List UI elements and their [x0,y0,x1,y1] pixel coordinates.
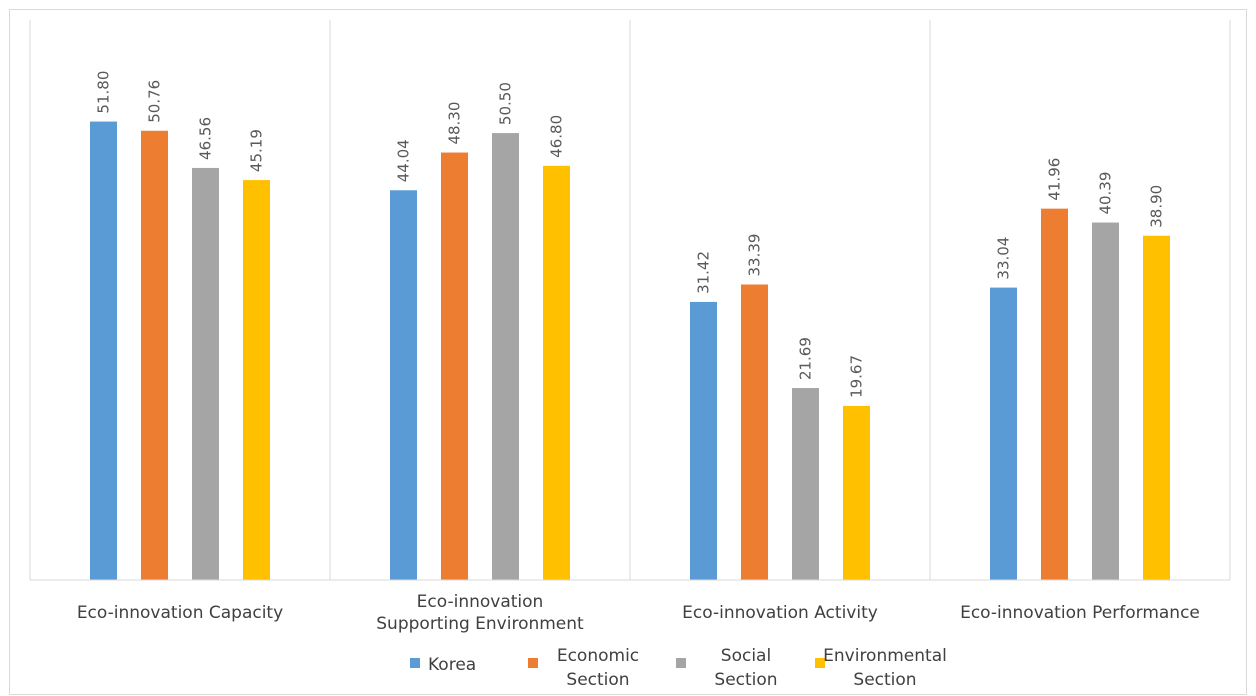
data-label: 44.04 [395,139,413,182]
category-label: Eco-innovation Capacity [77,603,283,623]
legend-swatch [676,658,686,668]
bar [390,190,417,580]
bars-layer [90,121,1170,581]
legend-item[interactable]: Social Section [676,646,778,690]
bar [1143,235,1170,581]
bar [1041,208,1068,581]
legend-item[interactable]: Economic Section [528,646,639,690]
category-label: Eco-innovation Performance [960,603,1200,623]
legend-swatch [528,658,538,668]
legend-swatch [410,658,420,668]
category-label: Eco-innovation Supporting Environment [376,592,584,634]
bar [543,165,570,580]
bar [741,284,768,580]
legend-label: Economic Section [557,646,639,690]
value-labels-layer: 51.80 50.76 46.56 45.19 44.04 48.30 50.50 46.80… [95,71,1166,398]
bar [843,405,870,580]
legend-label: Social Section [714,646,777,690]
bar [90,121,117,580]
legend-label: Korea [428,655,476,675]
data-label: 38.90 [1148,185,1166,228]
legend-item[interactable]: Environmental Section [815,646,947,690]
data-label: 41.96 [1046,158,1064,201]
data-label: 40.39 [1097,172,1115,215]
data-label: 51.80 [95,71,113,114]
data-label: 45.19 [248,129,266,172]
data-label: 21.69 [797,337,815,380]
data-label: 46.56 [197,117,215,160]
bar [990,287,1017,580]
bar [243,180,270,581]
legend-swatch [815,658,825,668]
bar [792,388,819,580]
bar [690,301,717,580]
category-label: Eco-innovation Activity [682,603,878,623]
bar [441,152,468,581]
legend[interactable]: Korea Economic Section Social Section Environ… [410,646,947,690]
data-label: 19.67 [848,355,866,398]
bar [1092,222,1119,580]
category-labels-layer: Eco-innovation Capacity Eco-innovation Sup… [77,592,1200,634]
data-label: 33.04 [995,237,1013,280]
legend-label: Environmental Section [823,646,947,690]
data-label: 31.42 [695,251,713,294]
data-label: 33.39 [746,234,764,277]
legend-item[interactable]: Korea [410,655,476,675]
data-label: 46.80 [548,115,566,158]
data-label: 50.76 [146,80,164,123]
data-label: 48.30 [446,102,464,145]
bar [192,167,219,580]
category-dividers [29,20,1231,580]
bar [492,133,519,580]
data-label: 50.50 [497,82,515,125]
bar [141,130,168,581]
